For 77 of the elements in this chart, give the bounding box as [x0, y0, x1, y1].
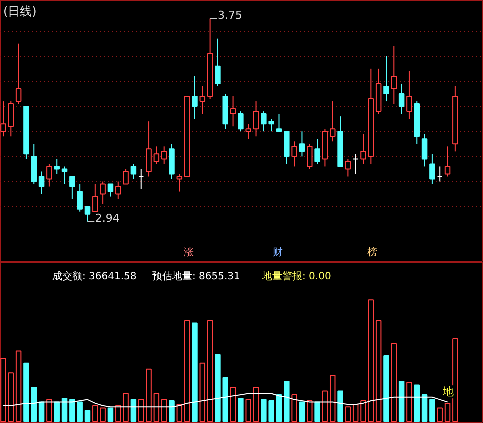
candlestick — [200, 86, 206, 115]
candlestick — [437, 166, 443, 182]
bar — [284, 381, 290, 422]
bar — [108, 408, 114, 422]
candlestick — [130, 164, 137, 180]
candlestick — [62, 166, 68, 185]
candlestick — [70, 176, 76, 200]
bar — [338, 390, 344, 422]
bar — [130, 399, 137, 422]
bar — [38, 402, 45, 422]
candlestick — [230, 96, 236, 128]
bar — [276, 394, 282, 422]
candlestick — [116, 181, 122, 200]
candlestick — [292, 141, 298, 168]
bar — [31, 387, 37, 422]
bar — [398, 381, 405, 422]
candlestick — [84, 206, 91, 222]
candlestick — [154, 146, 160, 165]
candlestick — [146, 121, 152, 178]
annotation: 地 — [442, 386, 454, 399]
candlestick — [238, 111, 244, 132]
candlestick — [161, 146, 168, 165]
bar — [430, 399, 436, 422]
candlestick — [444, 146, 451, 178]
bar — [169, 400, 175, 422]
candlestick — [253, 101, 260, 138]
candlestick — [192, 76, 198, 120]
candlestick — [384, 56, 390, 102]
candlestick — [54, 158, 60, 175]
bar — [24, 362, 30, 422]
candlestick — [422, 134, 428, 168]
bar — [192, 322, 198, 422]
candlestick — [215, 38, 221, 87]
bar — [222, 377, 228, 422]
text: 预估地量: 8655.31 — [152, 270, 240, 282]
bar — [384, 356, 390, 422]
candlestick — [299, 131, 306, 158]
chart-title: (日线) — [4, 4, 37, 18]
text: 地量警报: 0.00 — [262, 270, 332, 282]
candlestick — [391, 46, 398, 105]
candlestick — [8, 101, 14, 138]
text: 财 — [273, 246, 284, 258]
candlestick — [138, 168, 144, 190]
annotation: 2.94 — [95, 212, 120, 225]
candlestick — [92, 184, 98, 212]
candlestick — [46, 164, 52, 188]
text: 成交额: 36641.58 — [52, 270, 137, 282]
bar — [422, 394, 428, 422]
candlestick — [406, 70, 412, 120]
text: 榜 — [367, 246, 378, 258]
candlestick — [176, 174, 183, 192]
annotation: 3.75 — [218, 8, 242, 22]
bar — [215, 354, 221, 422]
candlestick — [38, 171, 45, 195]
bar — [414, 384, 420, 422]
bar — [84, 410, 91, 422]
bar — [238, 398, 244, 422]
candlestick — [77, 184, 83, 212]
candlestick — [360, 134, 366, 165]
candlestick — [307, 144, 313, 170]
bar — [314, 402, 320, 422]
candlestick — [276, 114, 282, 132]
bar — [62, 398, 68, 422]
candlestick — [398, 83, 405, 115]
candlestick — [108, 184, 114, 198]
candlestick — [330, 101, 336, 142]
candlestick — [246, 124, 252, 140]
text: 涨 — [184, 246, 194, 258]
bar — [299, 402, 306, 422]
candlestick — [352, 154, 359, 175]
candlestick — [314, 138, 320, 165]
candlestick — [345, 158, 352, 178]
candlestick — [123, 168, 129, 185]
bar — [54, 402, 60, 422]
candlestick — [430, 154, 436, 185]
candlestick — [100, 181, 106, 205]
candlestick — [16, 43, 22, 105]
